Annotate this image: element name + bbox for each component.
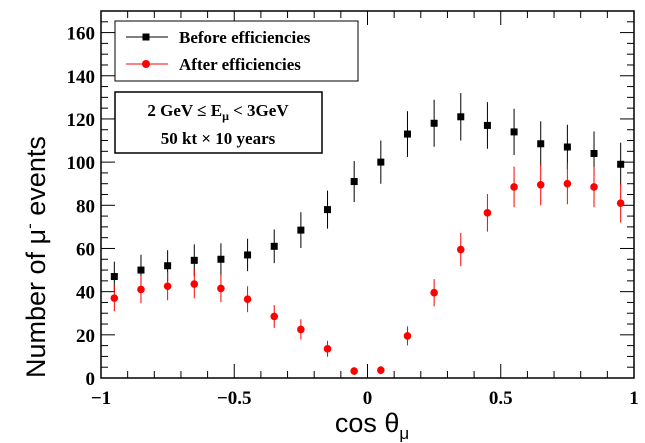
data-point — [377, 158, 385, 166]
data-point — [297, 325, 305, 334]
data-point — [217, 284, 225, 293]
data-point — [617, 160, 625, 168]
x-tick-label: −1 — [91, 388, 111, 409]
data-point — [350, 178, 358, 186]
data-point — [403, 332, 412, 340]
x-axis-title: cos θμ — [335, 408, 409, 443]
annotation-frame — [114, 91, 323, 154]
data-point — [456, 245, 465, 254]
data-point — [590, 149, 598, 157]
x-tick-label: 0 — [363, 388, 373, 409]
y-tick-label: 120 — [67, 110, 96, 131]
annotation-exposure: 50 kt × 10 years — [161, 129, 276, 148]
data-point — [483, 121, 491, 129]
data-point — [163, 282, 172, 291]
x-tick-label: −0.5 — [217, 388, 252, 409]
data-point — [190, 256, 198, 264]
data-series — [110, 93, 625, 375]
data-point — [243, 295, 252, 304]
data-point — [563, 143, 571, 151]
y-tick-label: 40 — [76, 283, 95, 304]
annotation-energy: 2 GeV ≤ Eμ < 3GeV — [147, 101, 289, 123]
data-point — [217, 255, 225, 263]
data-point — [270, 312, 279, 321]
data-point — [590, 183, 598, 191]
x-tick-label: 0.5 — [489, 388, 513, 409]
data-point — [324, 206, 332, 214]
data-point — [510, 128, 518, 136]
data-point — [323, 345, 332, 353]
legend-marker-after — [142, 60, 150, 68]
y-tick-label: 80 — [76, 196, 95, 217]
data-point — [616, 199, 625, 207]
legend-marker-before — [142, 33, 150, 41]
legend-label-after: After efficiencies — [179, 55, 301, 74]
legend: Before efficiencies After efficiencies — [114, 20, 359, 82]
data-point — [110, 294, 119, 302]
data-point — [457, 113, 465, 121]
y-tick-label: 20 — [76, 326, 95, 347]
data-point — [270, 242, 278, 250]
y-tick-label: 60 — [76, 239, 95, 260]
data-point — [190, 280, 199, 288]
annotation-box: 2 GeV ≤ Eμ < 3GeV 50 kt × 10 years — [114, 91, 323, 154]
series-before — [110, 93, 625, 292]
axis-ticks — [100, 10, 635, 379]
legend-box — [114, 20, 359, 82]
data-point — [483, 209, 492, 217]
data-point — [137, 266, 145, 274]
data-point — [137, 285, 145, 294]
data-point — [110, 273, 118, 281]
data-point — [403, 130, 411, 138]
axis-tick-labels: −1 −0.5 0 0.5 1 0 20 40 60 80 100 120 140 160 — [67, 24, 639, 409]
data-point — [244, 251, 252, 259]
data-point — [563, 179, 572, 188]
y-tick-label: 0 — [86, 369, 96, 390]
data-point — [537, 140, 545, 148]
series-after — [110, 163, 625, 375]
x-tick-label: 1 — [629, 388, 639, 409]
y-axis-title: Number of μ- events — [20, 136, 51, 378]
data-point — [430, 119, 438, 127]
data-point — [377, 366, 385, 375]
data-point — [297, 226, 305, 234]
data-point — [536, 180, 545, 189]
y-tick-label: 100 — [67, 153, 96, 174]
data-point — [430, 288, 438, 297]
legend-label-before: Before efficiencies — [179, 28, 311, 47]
data-point — [350, 367, 358, 375]
y-tick-label: 140 — [67, 67, 96, 88]
data-point — [510, 183, 518, 191]
data-point — [164, 262, 172, 270]
y-tick-label: 160 — [67, 24, 96, 45]
